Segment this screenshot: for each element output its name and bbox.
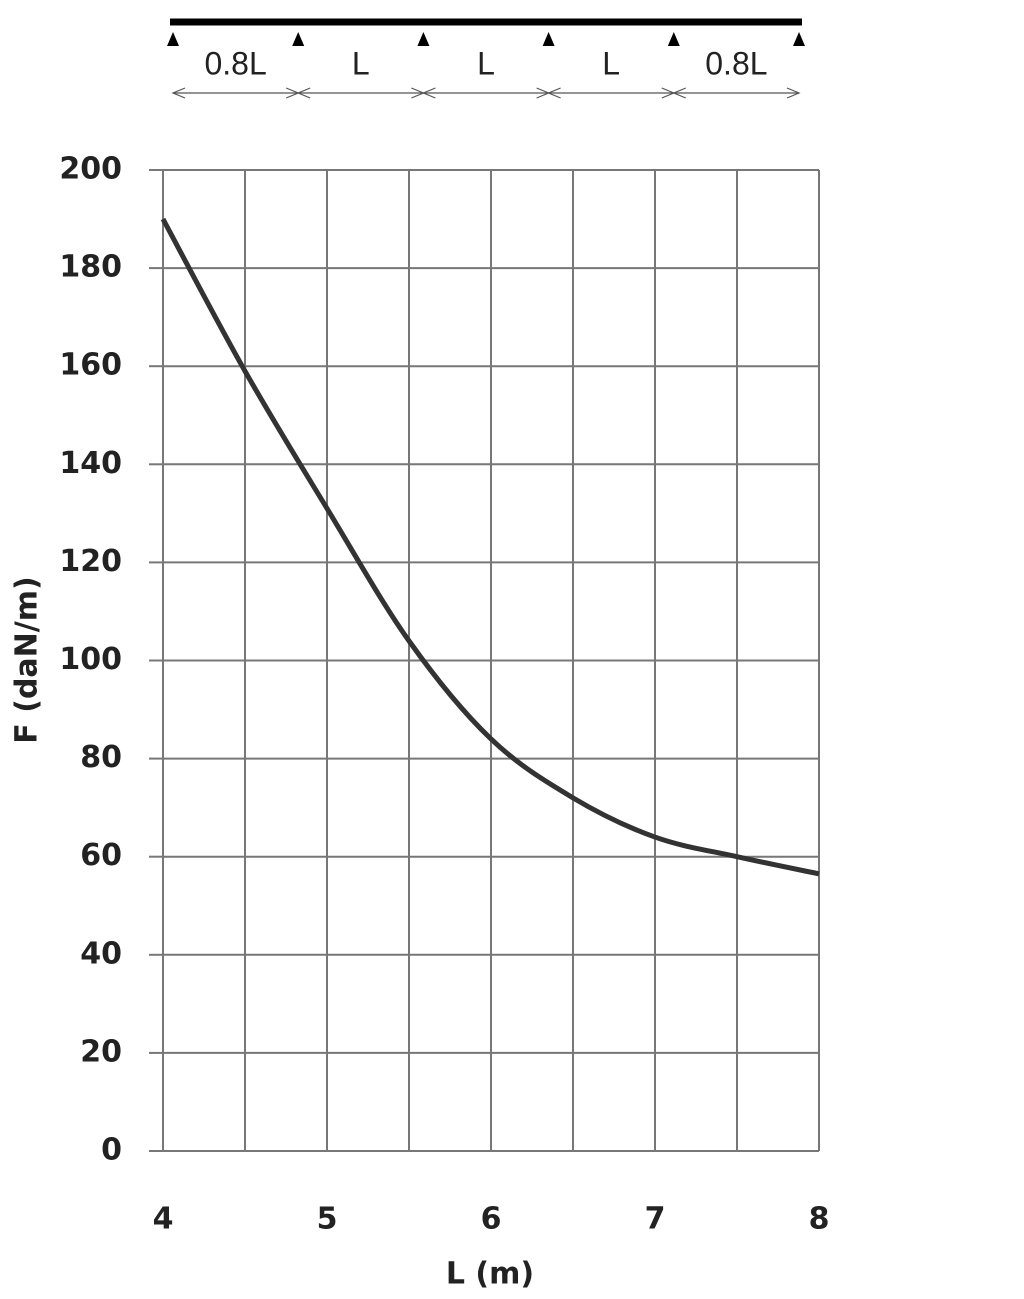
x-tick-label: 4 — [153, 1202, 174, 1237]
span-label: L — [602, 45, 620, 81]
y-axis-title: F (daN/m) — [10, 576, 45, 743]
span-label: 0.8L — [204, 45, 266, 81]
span-label: L — [352, 45, 370, 81]
arrow-head — [672, 87, 801, 99]
x-tick-label: 6 — [481, 1202, 502, 1237]
y-tick-label: 100 — [59, 642, 122, 677]
x-tick-label: 8 — [809, 1202, 830, 1237]
span-label: 0.8L — [705, 45, 767, 81]
y-tick-label: 200 — [59, 152, 122, 187]
x-tick-label: 7 — [645, 1202, 666, 1237]
data-line — [160, 217, 820, 877]
y-tick-label: 120 — [59, 544, 122, 579]
y-tick-label: 140 — [59, 446, 122, 481]
support — [667, 32, 680, 46]
y-tick-label: 60 — [80, 838, 122, 873]
support — [167, 32, 179, 46]
y-tick-label: 40 — [80, 936, 122, 971]
support — [793, 32, 805, 46]
support — [542, 32, 555, 46]
y-tick-label: 0 — [101, 1133, 122, 1168]
y-tick-label: 180 — [59, 250, 122, 285]
y-tick-label: 20 — [80, 1034, 122, 1069]
y-tick-label: 80 — [80, 740, 122, 775]
span-label: L — [477, 45, 495, 81]
y-tick-label: 160 — [59, 348, 122, 383]
support — [292, 32, 305, 46]
x-tick-label: 5 — [317, 1202, 338, 1237]
x-axis-title: L (m) — [446, 1257, 534, 1292]
support — [417, 32, 430, 46]
